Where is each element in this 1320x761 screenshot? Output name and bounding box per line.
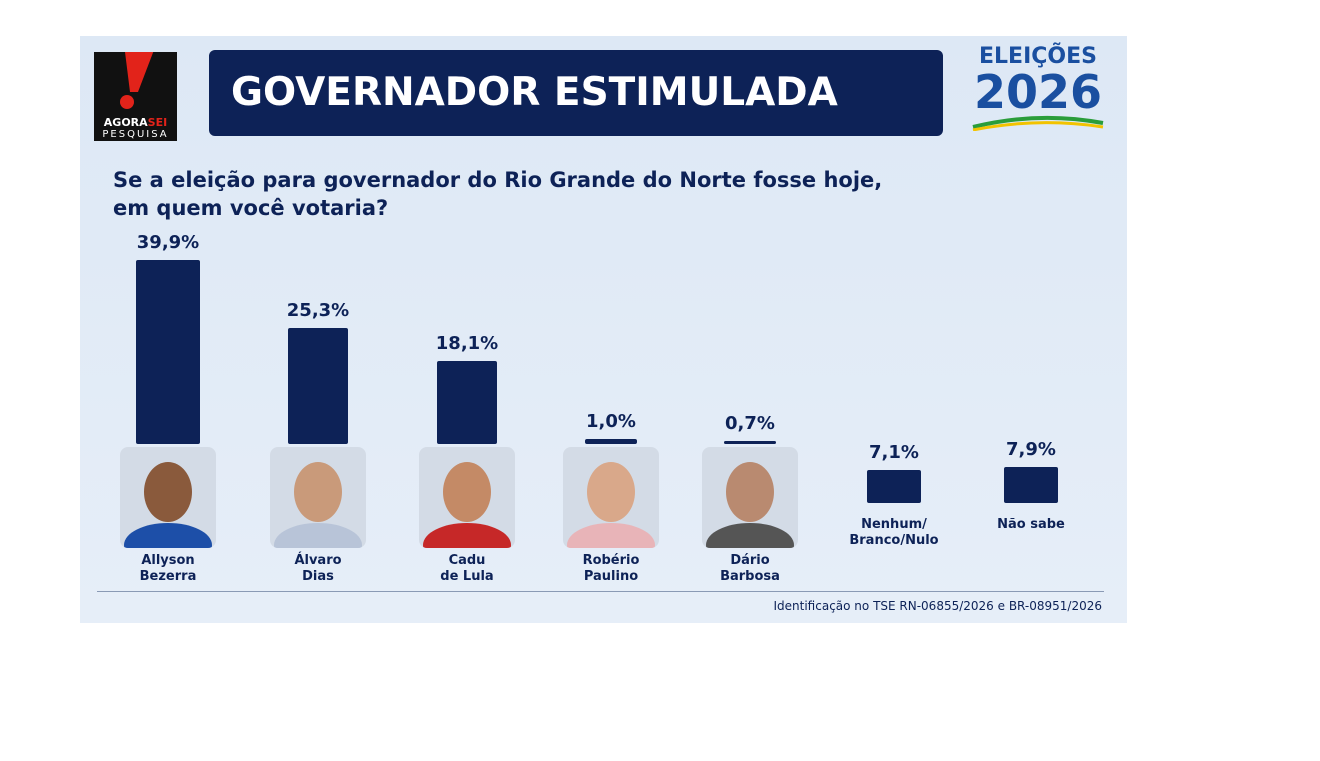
value-label: 39,9%	[136, 232, 200, 254]
candidate-photo	[702, 447, 798, 548]
photo-figure	[567, 462, 655, 548]
bar	[1004, 466, 1058, 503]
bar	[867, 470, 921, 503]
candidate-photo	[120, 447, 216, 548]
category-label: Álvaro Dias	[294, 553, 342, 584]
logo-name-a: AGORA	[103, 116, 148, 129]
bar	[136, 260, 200, 444]
category-label: Cadu de Lula	[440, 553, 494, 584]
badge-line2: 2026	[973, 65, 1103, 119]
bar	[288, 327, 348, 444]
footer-rule	[97, 591, 1104, 592]
title-box: GOVERNADOR ESTIMULADA	[209, 50, 943, 136]
value-label: 0,7%	[725, 412, 775, 434]
value-label: 25,3%	[286, 299, 350, 321]
value-label: 7,1%	[869, 442, 919, 464]
value-label: 18,1%	[435, 332, 499, 354]
category-label: Robério Paulino	[582, 553, 640, 584]
logo: AGORASEI PESQUISA	[94, 44, 177, 141]
bar	[585, 439, 637, 444]
photo-figure	[423, 462, 511, 548]
category-label: Allyson Bezerra	[139, 553, 197, 584]
badge-swoosh	[972, 115, 1104, 132]
category-label: Não sabe	[997, 517, 1065, 532]
badge-line1: ELEIÇÕES	[979, 44, 1097, 69]
category-label: Nenhum/ Branco/Nulo	[849, 517, 939, 548]
logo-name-b: SEI	[147, 116, 168, 129]
bar	[437, 360, 497, 444]
category-label: Dário Barbosa	[720, 553, 780, 584]
photo-figure	[706, 462, 794, 548]
badge: ELEIÇÕES 2026	[968, 44, 1108, 135]
candidate-photo	[563, 447, 659, 548]
footer-note: Identificação no TSE RN-06855/2026 e BR-…	[773, 599, 1103, 613]
logo-subtitle: PESQUISA	[102, 129, 169, 140]
value-label: 1,0%	[586, 411, 636, 433]
candidate-photo	[419, 447, 515, 548]
chart-subtitle: Se a eleição para governador do Rio Gran…	[113, 168, 883, 220]
photo-figure	[124, 462, 212, 548]
chart-title: GOVERNADOR ESTIMULADA	[231, 70, 838, 115]
bar	[724, 440, 776, 444]
photo-figure	[274, 462, 362, 548]
candidate-photo	[270, 447, 366, 548]
value-label: 7,9%	[1006, 438, 1056, 460]
logo-icon	[120, 44, 154, 109]
logo-name: AGORASEI	[94, 116, 177, 129]
